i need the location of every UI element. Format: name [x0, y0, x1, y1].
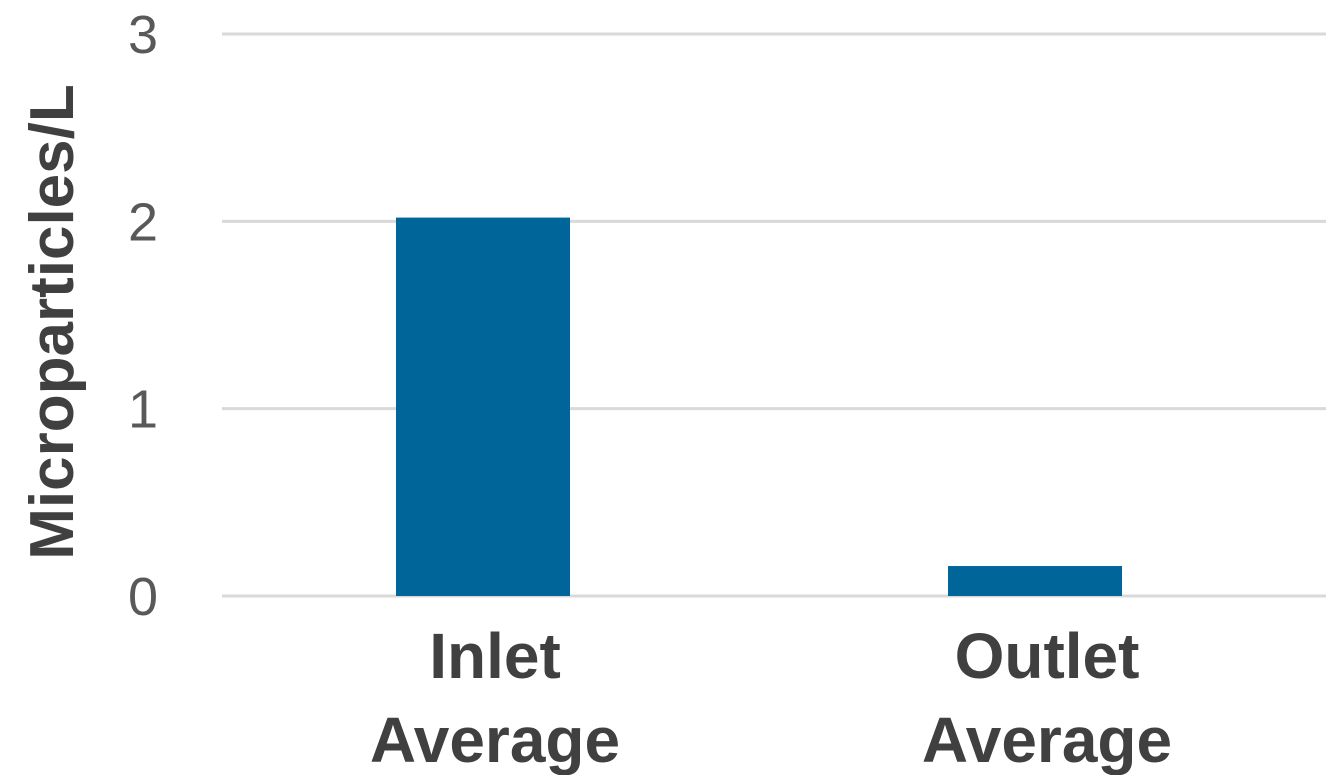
y-tick-label: 3: [128, 5, 158, 65]
x-category-label: Inlet Average: [370, 620, 620, 775]
y-tick-label: 1: [128, 380, 158, 440]
y-axis-label: Microparticles/L: [18, 84, 87, 559]
gridlines: [222, 32, 1326, 598]
x-category-label: Outlet Average: [922, 620, 1172, 775]
x-axis-categories: Inlet Average Outlet Average: [370, 620, 1172, 775]
x-category-label-line: Average: [922, 704, 1172, 775]
bar: [948, 566, 1122, 596]
bar: [396, 217, 570, 596]
bars: [396, 217, 1122, 596]
y-tick-label: 2: [128, 192, 158, 252]
y-axis-ticks: 0 1 2 3: [128, 5, 158, 627]
x-category-label-line: Average: [370, 704, 620, 775]
x-category-label-line: Outlet: [955, 620, 1140, 692]
x-category-label-line: Inlet: [429, 620, 561, 692]
y-tick-label: 0: [128, 567, 158, 627]
